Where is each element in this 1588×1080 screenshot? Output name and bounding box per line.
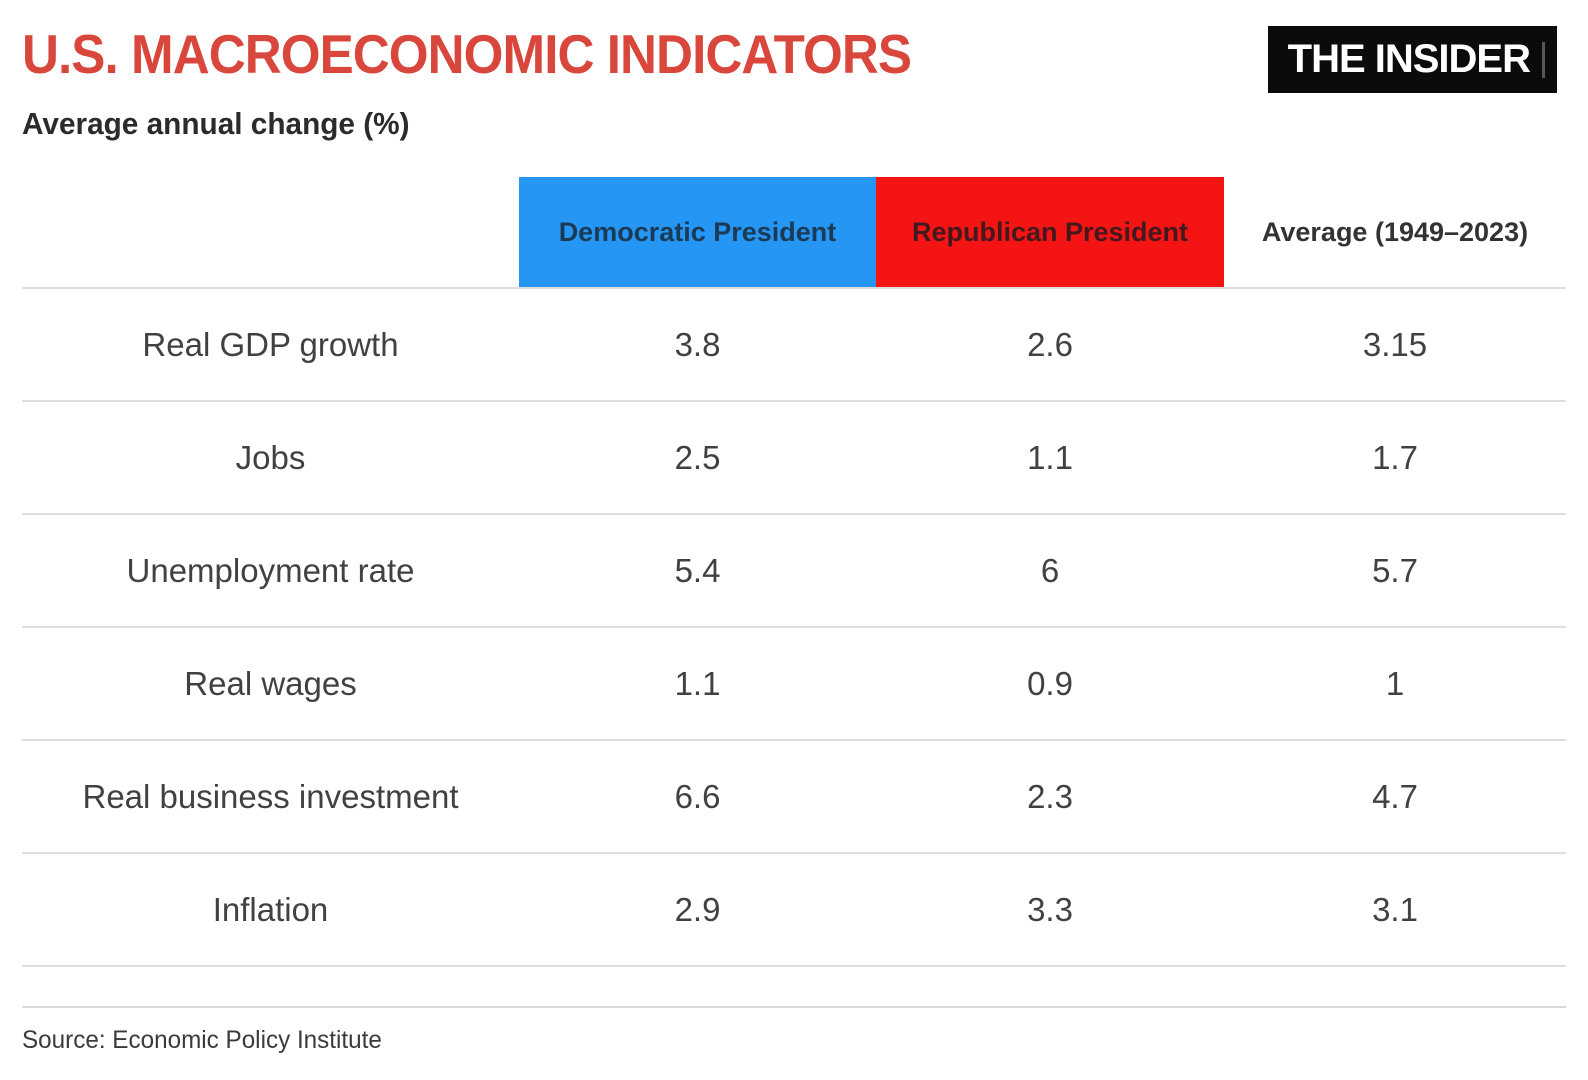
table-row: Jobs 2.5 1.1 1.7 xyxy=(22,400,1566,513)
column-header-indicator xyxy=(22,177,519,287)
row-label: Inflation xyxy=(212,890,329,928)
logo-divider-bar xyxy=(1542,41,1545,78)
value-average: 4.7 xyxy=(1372,777,1418,815)
table-row: Inflation 2.9 3.3 3.1 xyxy=(22,852,1566,965)
value-democratic: 2.9 xyxy=(674,890,721,928)
page-subtitle: Average annual change (%) xyxy=(22,106,410,141)
table-row: Unemployment rate 5.4 6 5.7 xyxy=(22,513,1566,626)
value-republican: 1.1 xyxy=(1027,438,1073,476)
value-average: 1 xyxy=(1385,664,1405,702)
page-title: U.S. MACROECONOMIC INDICATORS xyxy=(22,23,912,85)
table-row: Real GDP growth 3.8 2.6 3.15 xyxy=(22,287,1566,400)
footer-divider xyxy=(22,1006,1566,1008)
row-label: Real business investment xyxy=(82,777,459,815)
value-democratic: 1.1 xyxy=(674,664,721,702)
value-democratic: 3.8 xyxy=(674,325,721,363)
the-insider-logo: THE INSIDER xyxy=(1267,26,1557,93)
value-democratic: 5.4 xyxy=(674,551,721,589)
table-header-row: Democratic President Republican Presiden… xyxy=(22,177,1566,287)
value-average: 3.15 xyxy=(1362,325,1428,363)
value-average: 3.1 xyxy=(1372,890,1418,928)
row-label: Real GDP growth xyxy=(142,325,399,363)
value-republican: 3.3 xyxy=(1027,890,1073,928)
row-label: Unemployment rate xyxy=(126,551,415,589)
indicators-table: Democratic President Republican Presiden… xyxy=(22,177,1566,1055)
value-republican: 0.9 xyxy=(1027,664,1073,702)
table-row: Real business investment 6.6 2.3 4.7 xyxy=(22,739,1566,852)
row-label: Jobs xyxy=(235,438,306,476)
value-republican: 6 xyxy=(1040,551,1060,589)
value-democratic: 2.5 xyxy=(674,438,721,476)
column-header-republican: Republican President xyxy=(876,177,1224,287)
value-republican: 2.3 xyxy=(1027,777,1073,815)
value-average: 1.7 xyxy=(1372,438,1418,476)
table-bottom-line xyxy=(22,965,1566,967)
row-label: Real wages xyxy=(184,664,357,702)
table-row: Real wages 1.1 0.9 1 xyxy=(22,626,1566,739)
value-average: 5.7 xyxy=(1372,551,1418,589)
source-note: Source: Economic Policy Institute xyxy=(22,1026,382,1054)
column-header-democratic: Democratic President xyxy=(519,177,876,287)
logo-text: THE INSIDER xyxy=(1287,37,1531,81)
column-header-average: Average (1949–2023) xyxy=(1261,216,1529,247)
value-republican: 2.6 xyxy=(1027,325,1073,363)
value-democratic: 6.6 xyxy=(674,777,721,815)
